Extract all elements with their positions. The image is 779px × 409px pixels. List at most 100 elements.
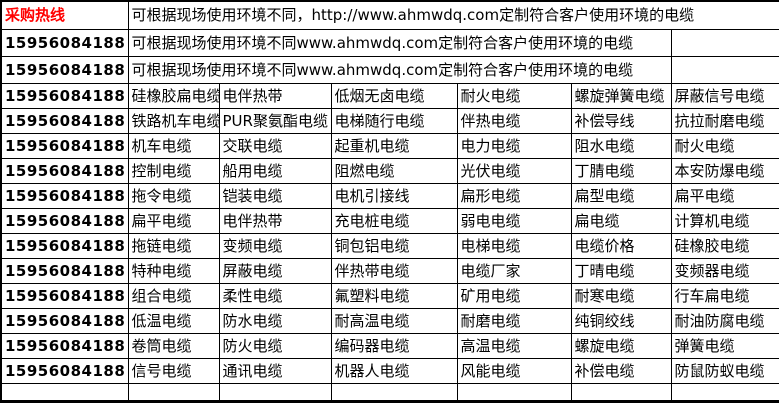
phone-number-cell: 15956084188 xyxy=(0,133,129,159)
product-cell: 铁路机车电缆 xyxy=(127,108,220,134)
product-cell: 电缆价格 xyxy=(570,233,672,259)
product-cell: 防水电缆 xyxy=(218,308,332,334)
table-row: 15956084188 卷筒电缆 防火电缆 编码器电缆 高温电缆 螺旋电缆 弹簧电缆 xyxy=(0,333,779,359)
empty-cell xyxy=(0,383,129,402)
product-cell: 矿用电缆 xyxy=(456,283,572,309)
product-cell: PUR聚氨酯电缆 xyxy=(218,108,332,134)
phone-number-cell: 15956084188 xyxy=(0,158,129,184)
product-cell: 本安防爆电缆 xyxy=(670,158,779,184)
product-cell: 硅橡胶扁电缆 xyxy=(127,83,220,109)
product-cell: 弱电电缆 xyxy=(456,208,572,234)
product-cell: 卷筒电缆 xyxy=(127,333,220,359)
table-row: 15956084188 拖令电缆 铠装电缆 电机引接线 扁形电缆 扁型电缆 扁平电缆 xyxy=(0,183,779,209)
phone-number-cell: 15956084188 xyxy=(0,358,129,384)
product-cell: 扁平电缆 xyxy=(670,183,779,209)
empty-cell xyxy=(670,56,779,84)
product-cell: 屏蔽电缆 xyxy=(218,258,332,284)
phone-number-cell: 15956084188 xyxy=(0,308,129,334)
product-cell: 电缆厂家 xyxy=(456,258,572,284)
product-cell: 防鼠防蚁电缆 xyxy=(670,358,779,384)
product-cell: 耐油防腐电缆 xyxy=(670,308,779,334)
product-rows: 15956084188 硅橡胶扁电缆 电伴热带 低烟无卤电缆 耐火电缆 螺旋弹簧电缆 屏蔽信… xyxy=(0,83,779,384)
phone-number-cell: 15956084188 xyxy=(0,29,129,57)
phone-number-cell: 15956084188 xyxy=(0,283,129,309)
product-cell: 电力电缆 xyxy=(456,133,572,159)
notice-text: 可根据现场使用环境不同www.ahmwdq.com定制符合客户使用环境的电缆 xyxy=(127,29,672,57)
product-cell: 电伴热带 xyxy=(218,208,332,234)
empty-cell xyxy=(330,383,458,402)
notice-row: 15956084188 可根据现场使用环境不同www.ahmwdq.com定制符… xyxy=(0,29,779,57)
product-cell: 信号电缆 xyxy=(127,358,220,384)
product-cell: 光伏电缆 xyxy=(456,158,572,184)
table-row: 15956084188 信号电缆 通讯电缆 机器人电缆 风能电缆 补偿电缆 防鼠防蚁电缆 xyxy=(0,358,779,384)
product-cell: 抗拉耐磨电缆 xyxy=(670,108,779,134)
product-cell: 柔性电缆 xyxy=(218,283,332,309)
hotline-label: 采购热线 xyxy=(0,0,129,30)
product-cell: 机车电缆 xyxy=(127,133,220,159)
phone-number-cell: 15956084188 xyxy=(0,233,129,259)
table-row: 15956084188 低温电缆 防水电缆 耐高温电缆 耐磨电缆 纯铜绞线 耐油防腐电缆 xyxy=(0,308,779,334)
product-cell: 扁平电缆 xyxy=(127,208,220,234)
product-cell: 耐高温电缆 xyxy=(330,308,458,334)
product-cell: 耐火电缆 xyxy=(456,83,572,109)
empty-cell xyxy=(670,383,779,402)
product-cell: 补偿电缆 xyxy=(570,358,672,384)
table-row: 15956084188 组合电缆 柔性电缆 氟塑料电缆 矿用电缆 耐寒电缆 行车扁电缆 xyxy=(0,283,779,309)
empty-cell xyxy=(670,29,779,57)
product-cell: 电梯随行电缆 xyxy=(330,108,458,134)
phone-number-cell: 15956084188 xyxy=(0,183,129,209)
phone-number-cell: 15956084188 xyxy=(0,208,129,234)
product-cell: 丁晴电缆 xyxy=(570,258,672,284)
product-cell: 扁型电缆 xyxy=(570,183,672,209)
phone-number-cell: 15956084188 xyxy=(0,333,129,359)
product-cell: 交联电缆 xyxy=(218,133,332,159)
product-cell: 铜包铝电缆 xyxy=(330,233,458,259)
table-row: 15956084188 拖链电缆 变频电缆 铜包铝电缆 电梯电缆 电缆价格 硅橡胶电缆 xyxy=(0,233,779,259)
product-cell: 弹簧电缆 xyxy=(670,333,779,359)
product-cell: 通讯电缆 xyxy=(218,358,332,384)
product-cell: 低温电缆 xyxy=(127,308,220,334)
table-row: 15956084188 特种电缆 屏蔽电缆 伴热带电缆 电缆厂家 丁晴电缆 变频器电缆 xyxy=(0,258,779,284)
product-cell: 组合电缆 xyxy=(127,283,220,309)
product-cell: 螺旋弹簧电缆 xyxy=(570,83,672,109)
product-cell: 特种电缆 xyxy=(127,258,220,284)
product-cell: 电梯电缆 xyxy=(456,233,572,259)
table-row: 15956084188 硅橡胶扁电缆 电伴热带 低烟无卤电缆 耐火电缆 螺旋弹簧电缆 屏蔽信… xyxy=(0,83,779,109)
product-cell: 伴热带电缆 xyxy=(330,258,458,284)
phone-number-cell: 15956084188 xyxy=(0,108,129,134)
product-cell: 变频电缆 xyxy=(218,233,332,259)
product-cell: 屏蔽信号电缆 xyxy=(670,83,779,109)
product-cell: 拖令电缆 xyxy=(127,183,220,209)
product-cell: 低烟无卤电缆 xyxy=(330,83,458,109)
product-cell: 变频器电缆 xyxy=(670,258,779,284)
product-cell: 电伴热带 xyxy=(218,83,332,109)
product-cell: 铠装电缆 xyxy=(218,183,332,209)
table-row: 15956084188 机车电缆 交联电缆 起重机电缆 电力电缆 阻水电缆 耐火电缆 xyxy=(0,133,779,159)
product-cell: 纯铜绞线 xyxy=(570,308,672,334)
product-cell: 螺旋电缆 xyxy=(570,333,672,359)
product-cell: 电机引接线 xyxy=(330,183,458,209)
product-cell: 耐磨电缆 xyxy=(456,308,572,334)
product-cell: 阻水电缆 xyxy=(570,133,672,159)
notice-row: 15956084188 可根据现场使用环境不同www.ahmwdq.com定制符… xyxy=(0,56,779,84)
product-cell: 风能电缆 xyxy=(456,358,572,384)
product-cell: 机器人电缆 xyxy=(330,358,458,384)
empty-row xyxy=(0,383,779,402)
product-cell: 氟塑料电缆 xyxy=(330,283,458,309)
product-cell: 计算机电缆 xyxy=(670,208,779,234)
product-cell: 扁形电缆 xyxy=(456,183,572,209)
product-cell: 高温电缆 xyxy=(456,333,572,359)
product-cell: 阻燃电缆 xyxy=(330,158,458,184)
product-cell: 补偿导线 xyxy=(570,108,672,134)
phone-number-cell: 15956084188 xyxy=(0,258,129,284)
product-cell: 充电桩电缆 xyxy=(330,208,458,234)
notice-text: 可根据现场使用环境不同www.ahmwdq.com定制符合客户使用环境的电缆 xyxy=(127,56,672,84)
table-row: 15956084188 控制电缆 船用电缆 阻燃电缆 光伏电缆 丁腈电缆 本安防爆电缆 xyxy=(0,158,779,184)
product-cell: 编码器电缆 xyxy=(330,333,458,359)
product-cell: 起重机电缆 xyxy=(330,133,458,159)
empty-cell xyxy=(570,383,672,402)
product-cell: 耐火电缆 xyxy=(670,133,779,159)
empty-cell xyxy=(218,383,332,402)
product-cell: 伴热电缆 xyxy=(456,108,572,134)
